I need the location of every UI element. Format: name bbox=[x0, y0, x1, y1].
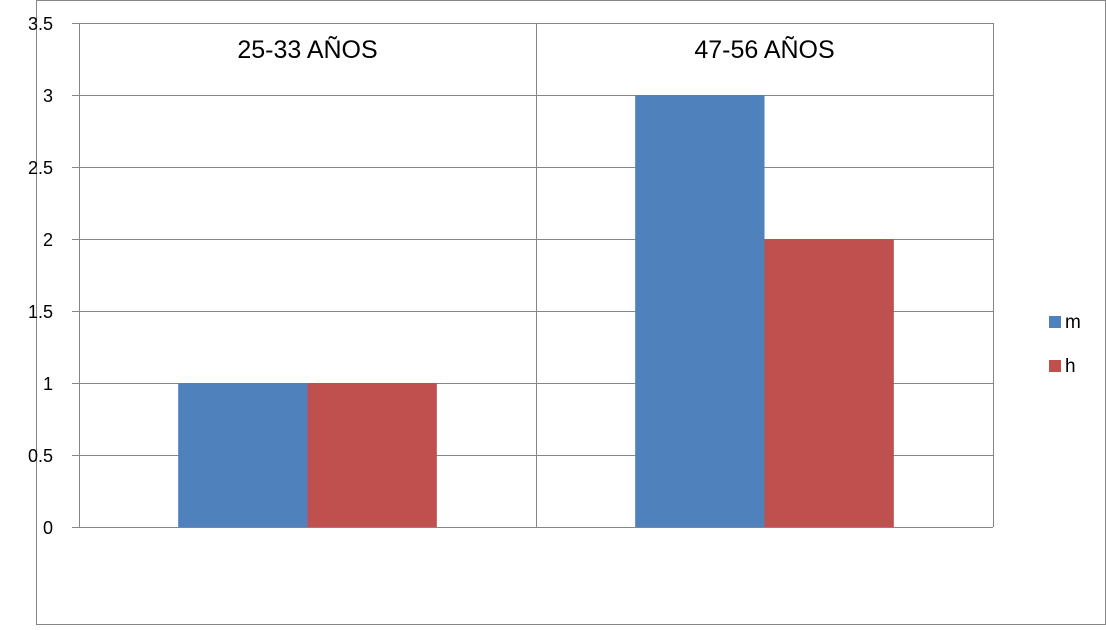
bar-h-1 bbox=[307, 383, 437, 527]
y-tick-label: 0 bbox=[43, 518, 53, 538]
y-axis-tick-labels: 0 0.5 1 1.5 2 2.5 3 3.5 bbox=[28, 14, 53, 538]
chart-area-border bbox=[36, 0, 1106, 625]
legend-swatch-h bbox=[1049, 360, 1061, 372]
y-tick-label: 2 bbox=[43, 230, 53, 250]
bar-m-1 bbox=[178, 383, 308, 527]
category-labels: 25-33 AÑOS 47-56 AÑOS bbox=[237, 35, 834, 64]
bars bbox=[178, 95, 894, 527]
plot-frame bbox=[79, 23, 994, 528]
legend-swatch-m bbox=[1049, 316, 1061, 328]
legend-label-m: m bbox=[1065, 312, 1081, 333]
y-tick-label: 3 bbox=[43, 86, 53, 106]
bar-h-2 bbox=[764, 239, 894, 527]
y-tick-label: 1 bbox=[43, 374, 53, 394]
legend: mh bbox=[1049, 312, 1081, 377]
y-tick-label: 0.5 bbox=[28, 446, 53, 466]
legend-label-h: h bbox=[1065, 356, 1076, 377]
y-tick-label: 2.5 bbox=[28, 158, 53, 178]
y-tick-label: 1.5 bbox=[28, 302, 53, 322]
category-label: 47-56 AÑOS bbox=[694, 35, 834, 64]
category-label: 25-33 AÑOS bbox=[237, 35, 377, 64]
y-tick-label: 3.5 bbox=[28, 14, 53, 34]
bar-m-2 bbox=[635, 95, 765, 527]
